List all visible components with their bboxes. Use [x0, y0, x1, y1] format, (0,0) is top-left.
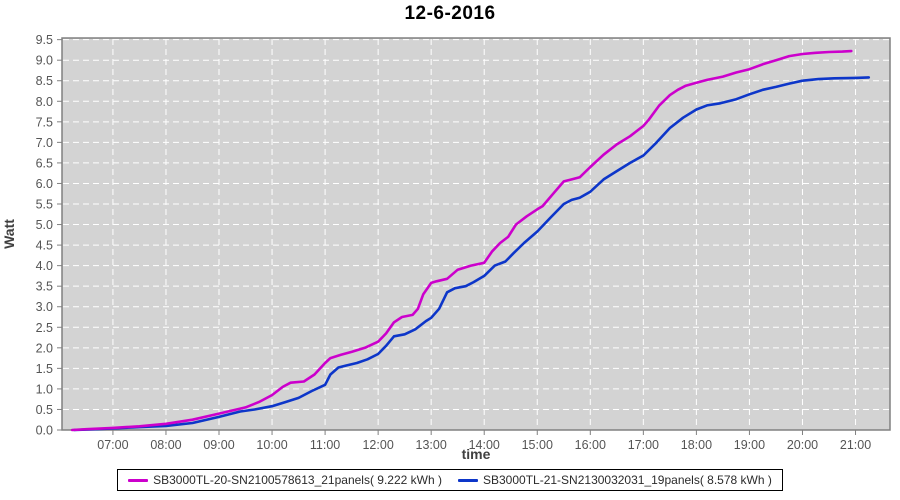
- svg-text:2.0: 2.0: [36, 341, 53, 355]
- legend-item: SB3000TL-20-SN2100578613_21panels( 9.222…: [128, 473, 442, 487]
- x-axis-title: time: [461, 446, 491, 462]
- svg-text:14:00: 14:00: [469, 438, 500, 452]
- svg-text:1.5: 1.5: [36, 362, 53, 376]
- svg-text:21:00: 21:00: [840, 438, 871, 452]
- svg-text:9.0: 9.0: [36, 54, 53, 68]
- svg-text:0.0: 0.0: [36, 424, 53, 438]
- svg-text:6.5: 6.5: [36, 156, 53, 170]
- svg-text:8.0: 8.0: [36, 95, 53, 109]
- svg-text:15:00: 15:00: [522, 438, 553, 452]
- svg-text:5.5: 5.5: [36, 198, 53, 212]
- svg-text:7.0: 7.0: [36, 136, 53, 150]
- svg-text:1.0: 1.0: [36, 382, 53, 396]
- legend-label: SB3000TL-21-SN2130032031_19panels( 8.578…: [483, 473, 772, 487]
- svg-text:17:00: 17:00: [628, 438, 659, 452]
- svg-text:08:00: 08:00: [150, 438, 181, 452]
- legend-item: SB3000TL-21-SN2130032031_19panels( 8.578…: [458, 473, 772, 487]
- svg-text:5.0: 5.0: [36, 218, 53, 232]
- svg-text:09:00: 09:00: [203, 438, 234, 452]
- svg-text:9.5: 9.5: [36, 33, 53, 47]
- svg-text:11:00: 11:00: [310, 438, 340, 452]
- svg-text:07:00: 07:00: [97, 438, 128, 452]
- svg-text:0.5: 0.5: [36, 403, 53, 417]
- svg-text:13:00: 13:00: [416, 438, 447, 452]
- chart-title: 12-6-2016: [404, 3, 496, 24]
- svg-text:12:00: 12:00: [362, 438, 393, 452]
- svg-text:7.5: 7.5: [36, 115, 53, 129]
- svg-text:3.0: 3.0: [36, 300, 53, 314]
- svg-text:10:00: 10:00: [256, 438, 287, 452]
- svg-text:18:00: 18:00: [681, 438, 712, 452]
- svg-text:2.5: 2.5: [36, 321, 53, 335]
- legend: SB3000TL-20-SN2100578613_21panels( 9.222…: [117, 469, 783, 491]
- svg-text:19:00: 19:00: [734, 438, 765, 452]
- svg-text:20:00: 20:00: [787, 438, 818, 452]
- legend-line-swatch: [128, 478, 149, 482]
- svg-text:16:00: 16:00: [575, 438, 606, 452]
- svg-text:3.5: 3.5: [36, 280, 53, 294]
- legend-label: SB3000TL-20-SN2100578613_21panels( 9.222…: [153, 473, 442, 487]
- legend-line-swatch: [458, 478, 478, 482]
- svg-text:8.5: 8.5: [36, 74, 53, 88]
- svg-text:4.5: 4.5: [36, 239, 53, 253]
- svg-text:4.0: 4.0: [36, 259, 53, 273]
- svg-text:6.0: 6.0: [36, 177, 53, 191]
